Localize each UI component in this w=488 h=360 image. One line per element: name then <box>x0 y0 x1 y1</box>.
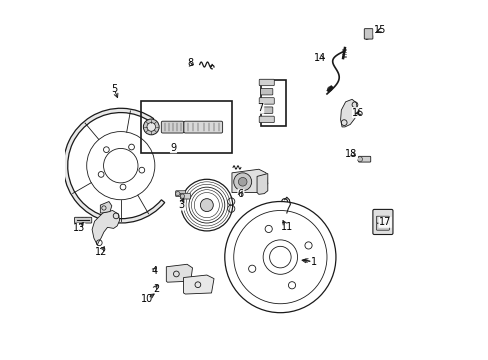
Polygon shape <box>365 31 370 40</box>
Text: 3: 3 <box>178 200 184 210</box>
FancyBboxPatch shape <box>180 193 190 199</box>
FancyBboxPatch shape <box>74 217 92 223</box>
Circle shape <box>147 123 155 131</box>
Text: 14: 14 <box>314 53 326 63</box>
FancyBboxPatch shape <box>175 191 185 197</box>
Text: 10: 10 <box>141 294 153 304</box>
FancyBboxPatch shape <box>259 116 274 123</box>
Text: 7: 7 <box>257 103 263 113</box>
Circle shape <box>180 194 184 198</box>
Text: 1: 1 <box>311 257 317 267</box>
Text: 4: 4 <box>151 266 157 276</box>
Circle shape <box>76 218 81 223</box>
FancyBboxPatch shape <box>358 156 370 162</box>
FancyBboxPatch shape <box>376 224 388 230</box>
Text: 12: 12 <box>95 247 107 257</box>
Circle shape <box>327 87 331 91</box>
Polygon shape <box>100 202 112 213</box>
FancyBboxPatch shape <box>260 107 272 113</box>
Text: 2: 2 <box>153 284 160 294</box>
FancyBboxPatch shape <box>372 210 392 234</box>
Circle shape <box>143 119 159 135</box>
Circle shape <box>80 218 85 223</box>
Text: 5: 5 <box>111 84 118 94</box>
Polygon shape <box>183 275 214 294</box>
FancyBboxPatch shape <box>161 121 183 133</box>
Circle shape <box>238 177 246 186</box>
Text: 6: 6 <box>237 189 244 199</box>
FancyBboxPatch shape <box>259 98 274 104</box>
Circle shape <box>83 218 88 223</box>
Circle shape <box>175 192 180 196</box>
FancyBboxPatch shape <box>376 216 388 223</box>
Text: 16: 16 <box>352 108 364 118</box>
Polygon shape <box>231 169 267 193</box>
Polygon shape <box>257 174 267 194</box>
Polygon shape <box>340 99 357 127</box>
Wedge shape <box>63 108 164 223</box>
Text: 11: 11 <box>280 222 292 231</box>
Circle shape <box>233 173 251 191</box>
Text: 15: 15 <box>373 25 386 35</box>
Text: 13: 13 <box>73 224 85 233</box>
Circle shape <box>357 157 362 162</box>
FancyBboxPatch shape <box>260 89 272 95</box>
Circle shape <box>200 199 213 212</box>
Text: 9: 9 <box>170 143 176 153</box>
FancyBboxPatch shape <box>259 79 274 86</box>
Polygon shape <box>166 264 192 282</box>
FancyBboxPatch shape <box>364 29 372 39</box>
Polygon shape <box>92 211 120 245</box>
Text: 18: 18 <box>345 149 357 159</box>
Text: 17: 17 <box>378 217 390 227</box>
Text: 8: 8 <box>186 58 193 68</box>
FancyBboxPatch shape <box>183 121 222 133</box>
